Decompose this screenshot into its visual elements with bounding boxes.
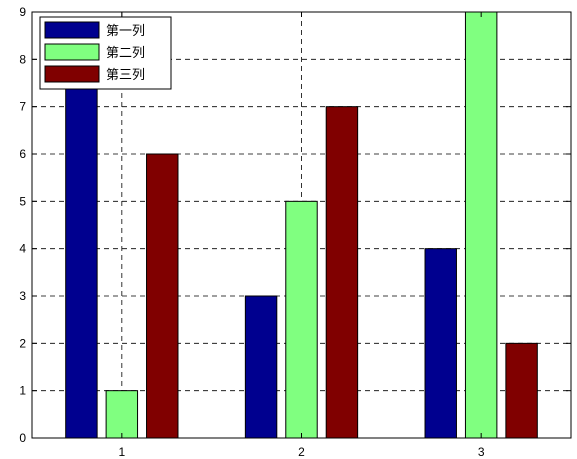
bar-1-3 (424, 248, 457, 439)
legend-swatch (44, 21, 100, 39)
x-tick-label: 1 (118, 445, 125, 459)
bar-2-1 (105, 390, 139, 439)
y-tick-label: 4 (19, 242, 26, 256)
y-tick-label: 8 (19, 52, 26, 66)
y-tick-label: 2 (19, 336, 26, 350)
bar-2-2 (285, 200, 318, 439)
bar-1-1 (65, 58, 98, 439)
bar-3-2 (325, 106, 359, 439)
y-tick-label: 6 (19, 147, 26, 161)
y-tick-label: 9 (19, 5, 26, 19)
y-tick-label: 0 (19, 431, 26, 445)
y-tick-label: 3 (19, 289, 26, 303)
legend-swatch (44, 65, 100, 83)
x-tick-label: 2 (298, 445, 305, 459)
bar-3-3 (505, 342, 538, 439)
y-tick-label: 5 (19, 194, 26, 208)
bar-1-2 (244, 295, 278, 439)
y-tick-label: 1 (19, 384, 26, 398)
bar-3-1 (146, 153, 179, 439)
bars (65, 11, 538, 439)
ticks: 0 1 2 3 4 5 6 7 8 9 1 2 3 (19, 5, 571, 459)
legend-label: 第一列 (106, 24, 145, 39)
legend-label: 第二列 (106, 46, 145, 61)
y-tick-label: 7 (19, 100, 26, 114)
x-tick-label: 3 (478, 445, 485, 459)
legend-label: 第三列 (106, 68, 145, 83)
bar-2-3 (464, 11, 498, 439)
legend-swatch (44, 43, 100, 61)
